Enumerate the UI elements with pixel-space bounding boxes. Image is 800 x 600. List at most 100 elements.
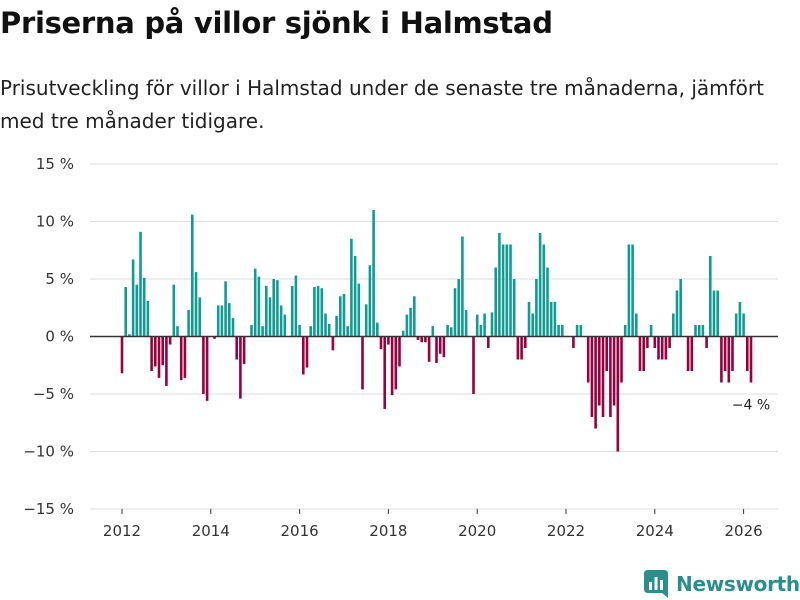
bar — [357, 283, 361, 337]
bar — [131, 259, 135, 337]
bar-series — [120, 210, 753, 452]
bar — [309, 326, 312, 337]
bar — [487, 336, 490, 348]
bar — [172, 284, 176, 337]
bar — [228, 303, 231, 337]
bar — [457, 279, 460, 337]
bar — [427, 336, 431, 362]
bar — [705, 336, 708, 348]
bar — [598, 336, 601, 406]
bar — [235, 336, 238, 360]
bar — [139, 231, 142, 337]
bar — [494, 267, 497, 337]
x-tick-label: 2026 — [725, 522, 763, 540]
bar — [401, 330, 405, 337]
bar — [342, 293, 346, 337]
bar — [187, 310, 190, 337]
bar — [531, 313, 534, 337]
bar — [154, 336, 157, 367]
bar — [198, 297, 201, 337]
bar — [150, 336, 153, 371]
bar — [398, 336, 401, 367]
bar — [472, 336, 475, 394]
bar — [712, 290, 716, 337]
bar — [690, 336, 694, 371]
bar — [283, 314, 287, 337]
bar — [505, 244, 509, 337]
bar — [383, 336, 386, 409]
bar — [605, 336, 608, 371]
y-tick-label: 15 % — [36, 155, 74, 173]
bar — [346, 326, 349, 337]
bar — [409, 307, 412, 337]
bar — [350, 238, 353, 337]
bar — [305, 336, 309, 368]
bar — [557, 325, 560, 337]
bar — [313, 287, 316, 337]
bar — [653, 336, 657, 348]
bar — [638, 336, 642, 371]
bar — [257, 276, 261, 337]
bar — [157, 336, 161, 378]
bar — [390, 336, 394, 396]
bar — [586, 336, 590, 383]
bar — [135, 284, 139, 337]
bar — [579, 325, 583, 337]
bar-chart-logo-icon — [644, 570, 668, 598]
bar — [146, 300, 150, 337]
bar — [120, 336, 124, 374]
bar — [438, 336, 442, 354]
bar — [561, 325, 564, 337]
bar — [727, 336, 731, 383]
bar — [723, 336, 727, 371]
bar — [620, 336, 623, 383]
y-tick-label: 5 % — [45, 270, 74, 288]
bar — [316, 285, 320, 337]
bar — [424, 336, 427, 343]
bar — [364, 304, 368, 337]
bar — [501, 244, 505, 337]
bar — [272, 279, 275, 337]
bar — [646, 336, 649, 348]
last-value-annotation: −4 % — [732, 398, 770, 414]
x-tick-label: 2014 — [192, 522, 230, 540]
bar — [734, 313, 738, 337]
bar — [279, 305, 283, 337]
bar — [668, 336, 671, 348]
bar — [631, 244, 634, 337]
bar — [161, 336, 164, 366]
bar — [746, 336, 749, 371]
bar — [675, 290, 679, 337]
bar — [612, 336, 616, 406]
brand-name: Newsworthy — [676, 572, 800, 596]
bar — [686, 336, 690, 371]
bar — [253, 268, 257, 337]
bar — [205, 336, 209, 401]
bar — [372, 210, 375, 337]
x-tick-label: 2016 — [281, 522, 319, 540]
bar — [697, 325, 701, 337]
bar — [416, 336, 420, 340]
bar — [535, 279, 538, 337]
bar — [742, 313, 745, 337]
bar — [142, 277, 146, 337]
bar — [220, 305, 224, 337]
bar — [268, 297, 272, 337]
bar — [435, 336, 438, 363]
bar — [453, 288, 457, 337]
bar — [509, 244, 512, 337]
bar — [339, 296, 342, 337]
bar — [368, 265, 372, 337]
bar — [294, 275, 298, 337]
x-tick-label: 2024 — [636, 522, 674, 540]
bar — [353, 256, 357, 337]
bar — [524, 336, 527, 348]
bar — [672, 313, 675, 337]
bar — [405, 314, 409, 337]
chart-subtitle: Prisutveckling för villor i Halmstad und… — [0, 76, 764, 133]
bar — [635, 313, 638, 337]
y-tick-label: −10 % — [23, 443, 74, 461]
bar — [627, 244, 631, 337]
bar — [324, 313, 327, 337]
